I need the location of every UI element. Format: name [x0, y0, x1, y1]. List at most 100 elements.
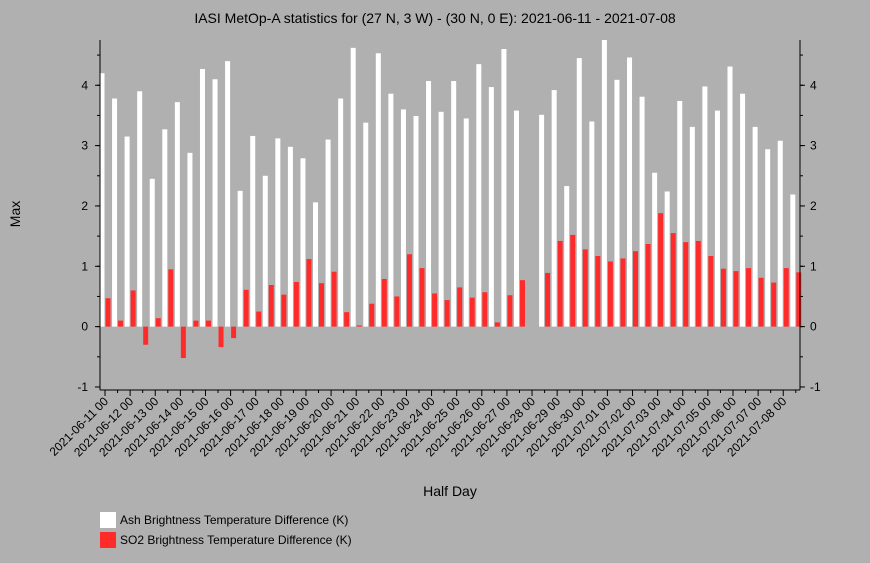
bars	[99, 40, 802, 359]
ash-bar	[426, 81, 432, 327]
so2-bar	[369, 303, 375, 327]
y-tick-label-right: 3	[810, 139, 817, 153]
ash-bar	[275, 138, 281, 327]
so2-bar	[243, 289, 249, 327]
chart-title: IASI MetOp-A statistics for (27 N, 3 W) …	[194, 10, 676, 26]
ash-bar	[262, 175, 268, 327]
so2-bar	[570, 234, 576, 327]
ash-bar	[375, 53, 381, 327]
ash-bar	[250, 135, 256, 327]
so2-bar	[658, 213, 664, 327]
ash-bar	[99, 73, 105, 327]
so2-bar	[670, 233, 676, 327]
legend: Ash Brightness Temperature Difference (K…	[100, 512, 352, 548]
ash-bar	[539, 114, 545, 327]
ash-bar	[300, 158, 306, 327]
so2-bar	[645, 243, 651, 327]
so2-bar	[557, 240, 563, 327]
y-tick-label-left: -1	[77, 380, 88, 394]
ash-bar	[162, 129, 168, 327]
so2-bar	[293, 281, 299, 327]
ash-bar	[325, 139, 331, 327]
so2-bar	[683, 242, 689, 327]
ash-bar	[752, 126, 758, 327]
so2-bar	[105, 298, 111, 327]
so2-bar	[306, 259, 312, 327]
ash-bar	[714, 110, 720, 327]
ash-bar	[689, 126, 695, 327]
ash-bar	[187, 152, 193, 327]
so2-bar	[519, 280, 525, 327]
ash-bar	[564, 186, 570, 327]
ash-bar	[149, 178, 155, 327]
so2-bar	[344, 312, 350, 327]
ash-bar	[501, 49, 507, 327]
so2-bar	[758, 277, 764, 327]
so2-bar	[155, 318, 161, 327]
so2-bar	[620, 258, 626, 327]
so2-bar	[469, 297, 475, 327]
ash-bar	[313, 202, 319, 327]
y-tick-label-left: 0	[81, 320, 88, 334]
so2-bar	[130, 290, 136, 327]
so2-bar	[444, 300, 450, 327]
ash-bar	[513, 110, 519, 327]
so2-bar	[180, 326, 186, 359]
ash-bar	[765, 149, 771, 327]
so2-bar	[708, 256, 714, 327]
ash-bar	[413, 116, 419, 327]
so2-bar	[494, 322, 500, 327]
so2-bar	[256, 311, 262, 327]
so2-bar	[193, 320, 199, 327]
y-tick-label-right: -1	[810, 380, 821, 394]
so2-bar	[482, 292, 488, 327]
so2-bar	[168, 269, 174, 327]
so2-bar	[143, 326, 149, 345]
ash-bar	[601, 40, 607, 327]
legend-label-so2: SO2 Brightness Temperature Difference (K…	[120, 533, 352, 547]
ash-bar	[576, 58, 582, 327]
y-tick-label-left: 2	[81, 199, 88, 213]
so2-bar	[381, 278, 387, 327]
legend-swatch-ash	[100, 512, 116, 528]
ash-bar	[652, 172, 658, 327]
ash-bar	[199, 68, 205, 327]
ash-bar	[639, 96, 645, 327]
so2-bar	[356, 325, 362, 327]
so2-bar	[582, 249, 588, 327]
ash-bar	[740, 93, 746, 327]
ash-bar	[664, 191, 670, 327]
legend-swatch-so2	[100, 532, 116, 548]
ash-bar	[287, 146, 293, 327]
so2-bar	[545, 272, 551, 327]
so2-bar	[268, 285, 274, 327]
ash-bar	[627, 57, 633, 327]
x-axis-label: Half Day	[423, 483, 477, 499]
so2-bar	[783, 268, 789, 327]
ash-bar	[614, 79, 620, 327]
so2-bar	[432, 293, 438, 327]
so2-bar	[633, 251, 639, 327]
y-tick-label-left: 1	[81, 259, 88, 273]
y-tick-label-left: 4	[81, 78, 88, 92]
so2-bar	[595, 256, 601, 327]
so2-bar	[457, 287, 463, 327]
so2-bar	[419, 268, 425, 327]
legend-label-ash: Ash Brightness Temperature Difference (K…	[120, 513, 348, 527]
so2-bar	[205, 320, 211, 327]
so2-bar	[406, 254, 412, 327]
ash-bar	[124, 136, 130, 327]
so2-bar	[746, 268, 752, 327]
ash-bar	[790, 194, 796, 327]
so2-bar	[319, 283, 325, 327]
ash-bar	[388, 93, 394, 327]
so2-bar	[695, 240, 701, 327]
so2-bar	[331, 271, 337, 327]
ash-bar	[438, 111, 444, 327]
y-axis-label: Max	[7, 201, 23, 227]
so2-bar	[507, 295, 513, 327]
ash-bar	[777, 140, 783, 327]
so2-bar	[771, 282, 777, 327]
so2-bar	[281, 294, 287, 327]
